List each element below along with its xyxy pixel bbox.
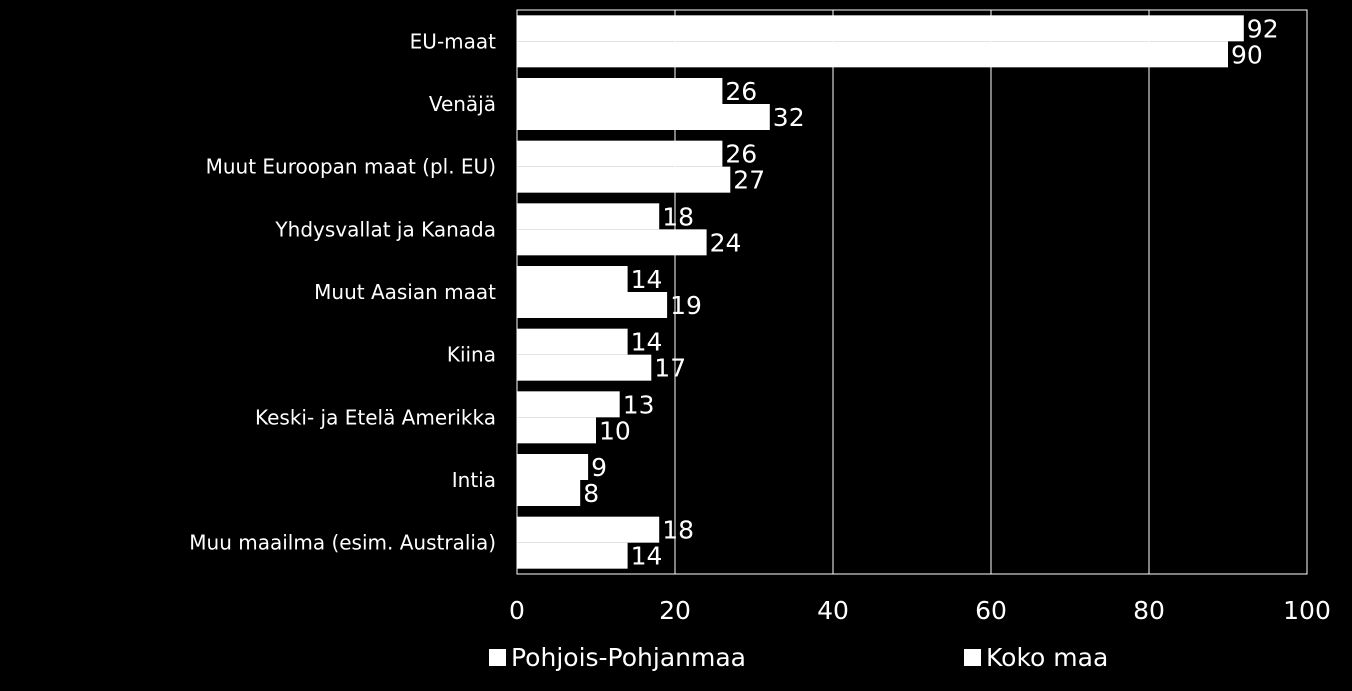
category-label: Yhdysvallat ja Kanada (274, 217, 496, 241)
bar-series2-8 (517, 542, 628, 569)
value-label: 10 (599, 416, 631, 445)
value-label: 13 (623, 390, 655, 419)
bar-series1-1 (517, 78, 723, 104)
category-label: Keski- ja Etelä Amerikka (255, 405, 496, 429)
bar-series1-3 (517, 203, 660, 230)
bar-series2-3 (517, 229, 707, 256)
x-tick-label: 20 (659, 596, 691, 625)
bar-series2-1 (517, 104, 770, 130)
value-label: 19 (670, 291, 702, 320)
x-tick-label: 0 (509, 596, 525, 625)
legend-label: Koko maa (986, 643, 1108, 672)
category-label: Venäjä (429, 92, 496, 116)
bar-series1-4 (517, 266, 628, 292)
x-tick-labels: 0 20 40 60 80 100 (509, 596, 1331, 625)
value-label: 18 (662, 516, 694, 545)
legend: Pohjois-Pohjanmaa Koko maa (489, 643, 1108, 672)
bar-series1-5 (517, 328, 628, 355)
bar-series1-8 (517, 516, 660, 543)
value-label: 32 (773, 103, 805, 132)
bars (517, 15, 1244, 569)
plot-frame (516, 9, 1308, 575)
plot-border (516, 9, 1308, 575)
x-tick-label: 40 (817, 596, 849, 625)
bar-series2-0 (517, 41, 1228, 68)
legend-swatch (964, 649, 981, 666)
bar-series1-0 (517, 15, 1244, 42)
legend-swatch (489, 649, 506, 666)
bar-series2-7 (517, 480, 581, 506)
category-label: Intia (452, 468, 496, 492)
bar-series2-2 (517, 166, 731, 193)
legend-label: Pohjois-Pohjanmaa (511, 643, 746, 672)
value-label: 8 (583, 479, 599, 508)
value-label: 90 (1231, 40, 1263, 69)
value-label: 92 (1247, 14, 1279, 43)
value-label: 18 (662, 202, 694, 231)
bar-series2-6 (517, 417, 596, 444)
value-label: 26 (725, 140, 757, 169)
value-label: 24 (710, 228, 742, 257)
bar-series1-2 (517, 140, 723, 167)
value-label: 14 (631, 542, 663, 571)
bar-series2-4 (517, 292, 668, 318)
value-label: 14 (631, 328, 663, 357)
x-tick-label: 100 (1283, 596, 1331, 625)
category-label: Muut Euroopan maat (pl. EU) (206, 155, 496, 179)
value-label: 17 (654, 354, 686, 383)
x-tick-label: 60 (975, 596, 1007, 625)
category-label: EU-maat (410, 29, 496, 53)
value-label: 26 (725, 77, 757, 106)
x-tick-label: 80 (1133, 596, 1165, 625)
value-label: 9 (591, 453, 607, 482)
bar-series1-7 (517, 454, 589, 480)
category-label: Kiina (447, 343, 496, 367)
value-label: 27 (733, 166, 765, 195)
category-label: Muut Aasian maat (314, 280, 496, 304)
category-labels: EU-maat Venäjä Muut Euroopan maat (pl. EU)… (189, 29, 496, 554)
category-label: Muu maailma (esim. Australia) (189, 531, 496, 555)
bar-series2-5 (517, 354, 652, 381)
bar-series1-6 (517, 391, 620, 418)
value-label: 14 (631, 265, 663, 294)
